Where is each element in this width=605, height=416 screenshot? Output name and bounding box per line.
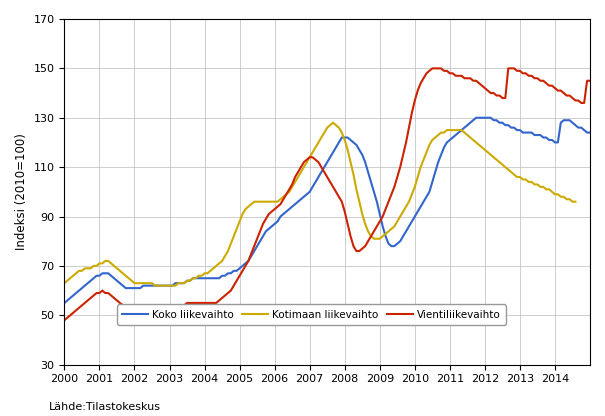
Vientiliikevaihto bbox=[60, 318, 68, 323]
Line: Koko liikevaihto: Koko liikevaihto bbox=[64, 118, 605, 303]
Koko liikevaihto bbox=[473, 115, 480, 120]
Koko liikevaihto bbox=[64, 298, 71, 303]
Kotimaan liikevaihto bbox=[84, 266, 91, 271]
Vientiliikevaihto bbox=[429, 66, 436, 71]
Koko liikevaihto bbox=[227, 271, 235, 276]
Vientiliikevaihto bbox=[64, 315, 71, 320]
Vientiliikevaihto bbox=[260, 221, 267, 226]
Kotimaan liikevaihto bbox=[572, 199, 579, 204]
Legend: Koko liikevaihto, Kotimaan liikevaihto, Vientiliikevaihto: Koko liikevaihto, Kotimaan liikevaihto, … bbox=[117, 305, 506, 325]
Y-axis label: Indeksi (2010=100): Indeksi (2010=100) bbox=[15, 134, 28, 250]
Vientiliikevaihto bbox=[592, 81, 600, 86]
Koko liikevaihto bbox=[242, 261, 249, 266]
Text: Lähde:Tilastokeskus: Lähde:Tilastokeskus bbox=[48, 402, 160, 412]
Koko liikevaihto bbox=[592, 135, 600, 140]
Kotimaan liikevaihto bbox=[356, 199, 363, 204]
Koko liikevaihto bbox=[116, 281, 123, 286]
Vientiliikevaihto bbox=[116, 300, 123, 305]
Kotimaan liikevaihto bbox=[151, 283, 159, 288]
Koko liikevaihto bbox=[60, 300, 68, 305]
Vientiliikevaihto bbox=[227, 288, 235, 293]
Kotimaan liikevaihto bbox=[543, 187, 550, 192]
Line: Kotimaan liikevaihto: Kotimaan liikevaihto bbox=[64, 123, 575, 286]
Line: Vientiliikevaihto: Vientiliikevaihto bbox=[64, 68, 605, 320]
Koko liikevaihto bbox=[260, 234, 267, 239]
Kotimaan liikevaihto bbox=[233, 226, 240, 231]
Kotimaan liikevaihto bbox=[60, 281, 68, 286]
Kotimaan liikevaihto bbox=[105, 258, 112, 263]
Kotimaan liikevaihto bbox=[145, 281, 152, 286]
Kotimaan liikevaihto bbox=[329, 120, 336, 125]
Vientiliikevaihto bbox=[242, 263, 249, 268]
